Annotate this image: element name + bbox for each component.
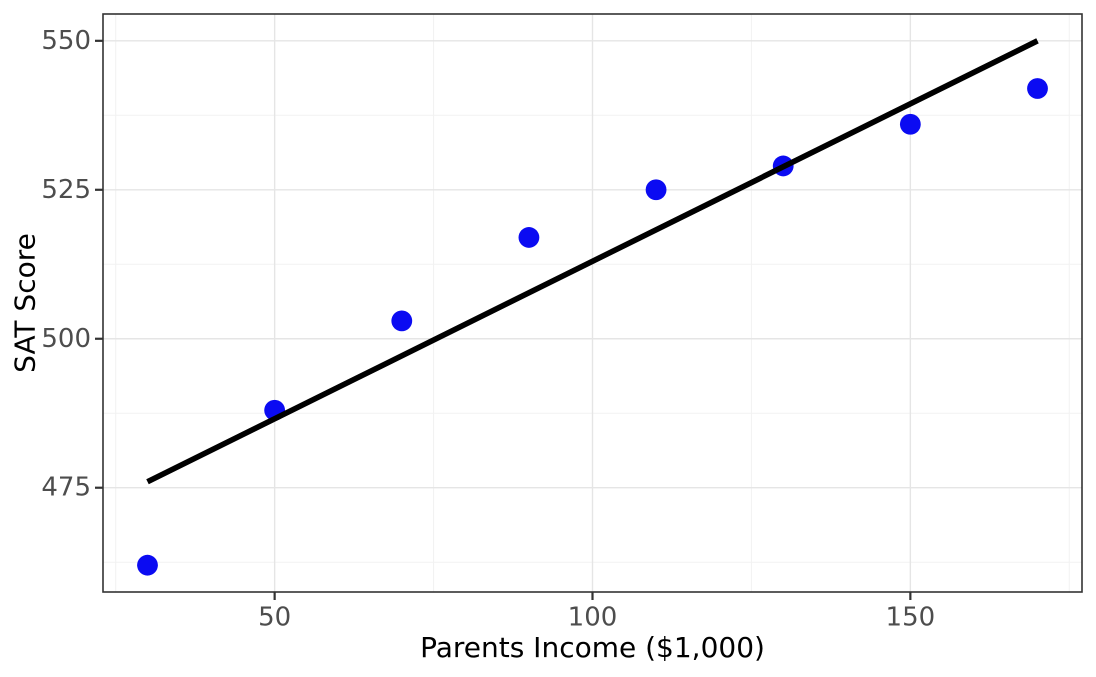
y-tick-label: 500: [41, 324, 91, 354]
x-tick-label: 100: [568, 602, 618, 632]
data-point: [899, 113, 921, 135]
x-tick-label: 50: [258, 602, 291, 632]
data-point: [391, 310, 413, 332]
x-axis-title: Parents Income ($1,000): [420, 631, 765, 664]
y-tick-label: 525: [41, 175, 91, 205]
x-tick-label: 150: [886, 602, 936, 632]
data-point: [645, 179, 667, 201]
y-tick-label: 475: [41, 473, 91, 503]
y-tick-label: 550: [41, 26, 91, 56]
data-point: [137, 554, 158, 576]
data-point: [518, 227, 540, 248]
regression-line: [146, 38, 1039, 485]
data-point: [1027, 78, 1048, 99]
y-axis-title: SAT Score: [8, 233, 42, 373]
